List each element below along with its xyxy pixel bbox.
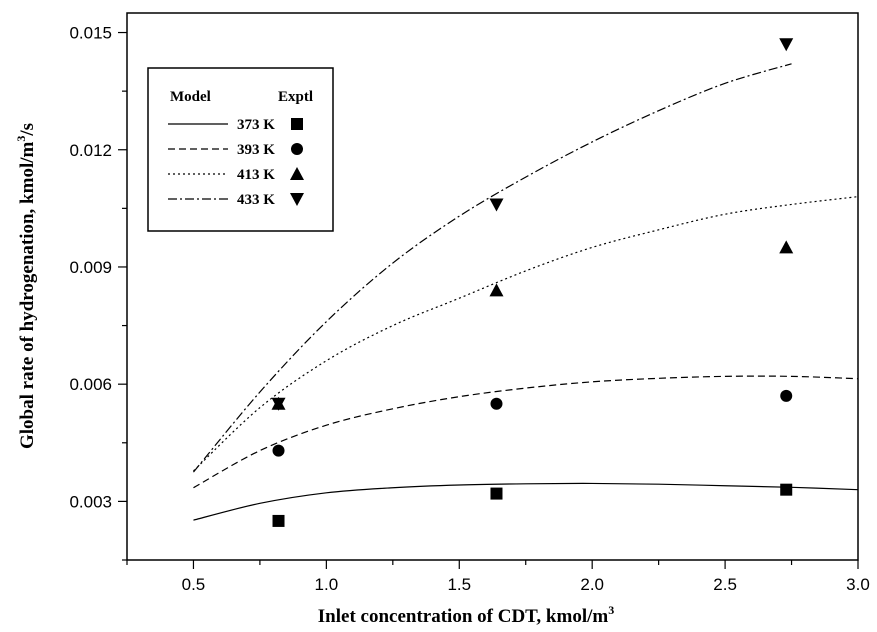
legend: Model Exptl 373 K 393 K 413 K 433 K: [147, 67, 334, 232]
y-tick-label: 0.003: [69, 492, 112, 511]
x-tick-label: 1.5: [447, 575, 471, 594]
x-axis-title: Inlet concentration of CDT, kmol/m3: [318, 603, 614, 627]
y-axis-title-text: Global rate of hydrogenation, kmol/m: [17, 142, 38, 450]
model-curve-433-k: [192, 63, 792, 473]
x-tick-label: 1.0: [315, 575, 339, 594]
experimental-markers: [271, 38, 794, 527]
x-tick-label: 0.5: [182, 575, 206, 594]
x-axis-title-sup: 3: [608, 603, 614, 617]
model-curve-393-k: [193, 375, 859, 489]
y-tick-label: 0.012: [69, 141, 112, 160]
legend-marker-373-k: [291, 118, 303, 130]
exptl-point-393-k: [272, 444, 285, 457]
y-tick-label: 0.015: [69, 24, 112, 43]
legend-exptl-header: Exptl: [278, 89, 313, 105]
exptl-point-393-k: [490, 397, 503, 410]
exptl-point-373-k: [780, 483, 793, 496]
exptl-point-393-k: [780, 389, 793, 402]
exptl-point-373-k: [490, 487, 503, 500]
exptl-point-433-k: [489, 198, 504, 212]
plot-frame: [126, 12, 859, 561]
x-axis-title-text: Inlet concentration of CDT, kmol/m: [318, 606, 609, 627]
legend-label-433-k: 433 K: [237, 192, 275, 208]
y-axis-title-group: Global rate of hydrogenation, kmol/m3/s: [14, 123, 38, 449]
legend-marker-433-k: [290, 193, 304, 206]
axis-ticks: [118, 31, 859, 569]
exptl-point-413-k: [489, 283, 504, 297]
y-axis-title: Global rate of hydrogenation, kmol/m3/s: [14, 123, 38, 449]
x-tick-label: 2.0: [580, 575, 604, 594]
legend-label-413-k: 413 K: [237, 167, 275, 183]
tick-labels: 0.5 1.0 1.5 2.0 2.5 3.0 0.003 0.006 0.009 0.012 0.…: [69, 24, 869, 594]
model-curve-413-k: [193, 196, 859, 472]
x-tick-label: 3.0: [846, 575, 870, 594]
legend-marker-393-k: [291, 143, 303, 155]
exptl-point-373-k: [272, 514, 285, 527]
exptl-point-433-k: [271, 397, 286, 411]
model-curves: [192, 63, 859, 521]
y-tick-label: 0.006: [69, 375, 112, 394]
exptl-point-413-k: [779, 240, 794, 254]
model-curve-373-k: [193, 482, 859, 521]
legend-rows: 373 K 393 K 413 K 433 K: [168, 117, 304, 208]
legend-marker-413-k: [290, 167, 304, 180]
y-tick-label: 0.009: [69, 258, 112, 277]
legend-model-header: Model: [170, 89, 211, 105]
legend-label-393-k: 393 K: [237, 142, 275, 158]
legend-label-373-k: 373 K: [237, 117, 275, 133]
exptl-point-433-k: [779, 38, 794, 52]
y-axis-title-suffix: /s: [17, 123, 38, 137]
x-tick-label: 2.5: [713, 575, 737, 594]
y-axis-title-sup: 3: [14, 136, 28, 142]
